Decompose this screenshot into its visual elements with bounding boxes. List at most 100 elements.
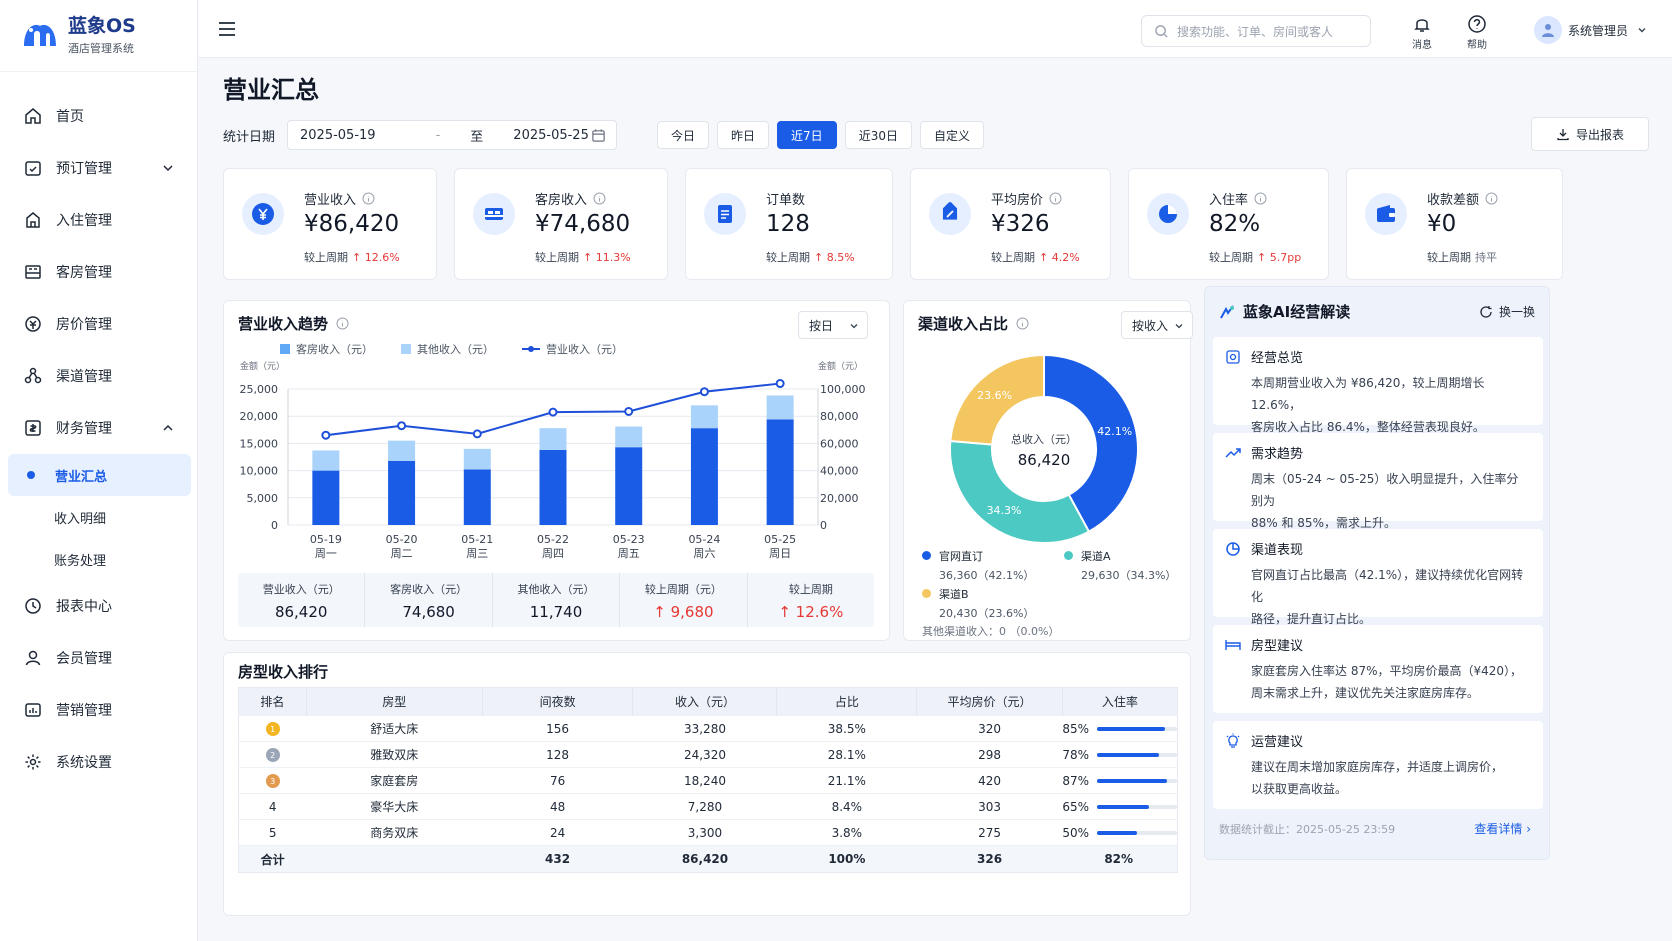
table-header-row: 排名 房型 间夜数 收入（元） 占比 平均房价（元） 入住率 — [238, 687, 1178, 716]
occupancy-value: 50% — [1062, 825, 1089, 840]
kpi-compare-label: 较上周期 — [991, 251, 1035, 264]
ai-section-channel: 渠道表现 官网直订占比最高（42.1%），建议持续优化官网转化 路径，提升直订占比… — [1213, 529, 1543, 626]
sidebar-subitem-accounting[interactable]: 账务处理 — [0, 538, 197, 580]
ai-section-line: 路径，提升直订占比。 — [1251, 612, 1372, 626]
table-row[interactable]: 1 舒适大床 156 33,280 38.5% 320 85% — [238, 715, 1178, 742]
y-tick-right: 20,000 — [820, 492, 859, 505]
sidebar-item-channels[interactable]: 渠道管理 — [0, 350, 197, 402]
table-row[interactable]: 4 豪华大床 48 7,280 8.4% 303 65% — [238, 793, 1178, 820]
bar-room-revenue — [690, 428, 718, 525]
yen-icon — [242, 193, 284, 235]
col-header-nights[interactable]: 间夜数 — [482, 687, 634, 716]
kpi-compare-value: ↑ 5.7pp — [1257, 251, 1302, 264]
sidebar-item-members[interactable]: 会员管理 — [0, 632, 197, 684]
info-icon[interactable] — [1485, 192, 1498, 205]
kpi-card-occupancy[interactable]: 入住率 82% 较上周期 ↑ 5.7pp — [1128, 168, 1329, 280]
legend-label: 官网直订 — [939, 550, 983, 563]
kpi-label: 客房收入 — [535, 193, 588, 208]
room-type-ranking-card: 房型收入排行 排名 房型 间夜数 收入（元） 占比 平均房价（元） 入住率 1 … — [223, 652, 1191, 916]
range-30days-button[interactable]: 近30日 — [844, 121, 912, 149]
cell-revenue: 24,320 — [632, 741, 777, 768]
info-icon[interactable] — [1049, 192, 1062, 205]
info-icon[interactable] — [1254, 192, 1267, 205]
cell-rank: 3 — [238, 767, 307, 794]
kpi-card-payment-diff[interactable]: 收款差额 ¥0 较上周期 持平 — [1346, 168, 1563, 280]
chevron-down-icon — [163, 165, 173, 172]
table-row[interactable]: 5 商务双床 24 3,300 3.8% 275 50% — [238, 819, 1178, 846]
x-tick-sublabel: 周一 — [315, 547, 337, 560]
sidebar-item-settings[interactable]: 系统设置 — [0, 736, 197, 788]
cell-room-type: 豪华大床 — [306, 793, 483, 820]
page-title: 营业汇总 — [223, 76, 319, 104]
sidebar-item-home[interactable]: 首页 — [0, 90, 197, 142]
notifications-button[interactable]: 消息 — [1402, 14, 1442, 51]
app-logo[interactable]: 蓝象OS 酒店管理系统 — [0, 0, 197, 72]
cell-share: 8.4% — [776, 793, 917, 820]
date-to-label: 至 — [470, 129, 484, 145]
summary-cell: 较上周期 ↑ 12.6% — [748, 573, 874, 627]
table-row[interactable]: 3 家庭套房 76 18,240 21.1% 420 87% — [238, 767, 1178, 794]
legend-item-channel-a[interactable]: 渠道A 29,630（34.3%） — [1064, 548, 1176, 583]
legend-item-official[interactable]: 官网直订 36,360（42.1%） — [922, 548, 1034, 583]
revenue-trend-card: 营业收入趋势 按日 客房收入（元） 其他收入（元） 营业收入（元） 金额（元）金… — [223, 300, 890, 641]
channel-metric-select[interactable]: 按收入 — [1121, 311, 1193, 339]
line-point — [548, 407, 558, 417]
user-menu[interactable]: 系统管理员 — [1534, 16, 1648, 44]
refresh-button[interactable]: 换一换 — [1479, 303, 1535, 320]
legend-label: 渠道A — [1081, 550, 1111, 563]
col-header-revenue[interactable]: 收入（元） — [632, 687, 778, 716]
member-icon — [25, 650, 41, 666]
help-button[interactable]: 帮助 — [1457, 14, 1497, 51]
sidebar-item-pricing[interactable]: 房价管理 — [0, 298, 197, 350]
sidebar-item-checkin[interactable]: 入住管理 — [0, 194, 197, 246]
search-input[interactable]: 搜索功能、订单、房间或客人 — [1141, 15, 1371, 47]
info-icon[interactable] — [362, 192, 375, 205]
info-icon[interactable] — [593, 192, 606, 205]
cell-nights: 128 — [482, 741, 633, 768]
col-header-occupancy[interactable]: 入住率 — [1062, 687, 1178, 716]
range-today-button[interactable]: 今日 — [657, 121, 710, 149]
kpi-card-room-revenue[interactable]: 客房收入 ¥74,680 较上周期 ↑ 11.3% — [454, 168, 668, 280]
date-separator: - — [435, 127, 441, 143]
table-row[interactable]: 2 雅致双床 128 24,320 28.1% 298 78% — [238, 741, 1178, 768]
y-tick-right: 0 — [820, 519, 827, 532]
export-report-button[interactable]: 导出报表 — [1531, 117, 1649, 151]
date-end: 2025-05-25 — [513, 127, 589, 143]
x-tick-sublabel: 周五 — [618, 547, 640, 560]
line-point — [699, 387, 709, 397]
date-range-picker[interactable]: 2025-05-19 - 至 2025-05-25 — [287, 120, 618, 150]
kpi-card-adr[interactable]: 平均房价 ¥326 较上周期 ↑ 4.2% — [910, 168, 1111, 280]
range-yesterday-button[interactable]: 昨日 — [717, 121, 770, 149]
line-point — [624, 406, 634, 416]
col-header-share[interactable]: 占比 — [776, 687, 918, 716]
legend-item-total[interactable]: 营业收入（元） — [522, 341, 623, 357]
sidebar-item-finance[interactable]: 财务管理 — [0, 402, 197, 454]
select-value: 按收入 — [1132, 318, 1169, 333]
sidebar-item-label: 首页 — [56, 109, 84, 125]
col-header-room-type[interactable]: 房型 — [306, 687, 483, 716]
view-details-link[interactable]: 查看详情 › — [1474, 822, 1531, 836]
granularity-select[interactable]: 按日 — [798, 311, 868, 339]
info-icon[interactable] — [1016, 317, 1029, 330]
kpi-card-revenue[interactable]: 营业收入 ¥86,420 较上周期 ↑ 12.6% — [223, 168, 437, 280]
sidebar-subitem-business-summary[interactable]: 营业汇总 — [8, 454, 191, 496]
cell-total-share: 100% — [776, 845, 917, 873]
sidebar-item-booking[interactable]: 预订管理 — [0, 142, 197, 194]
info-icon[interactable] — [336, 317, 349, 330]
y-tick-right: 80,000 — [820, 410, 859, 423]
range-custom-button[interactable]: 自定义 — [919, 121, 984, 149]
card-title: 营业收入趋势 — [238, 315, 329, 333]
legend-item-channel-b[interactable]: 渠道B 20,430（23.6%） — [922, 586, 1034, 621]
legend-item-room[interactable]: 客房收入（元） — [280, 341, 373, 357]
col-header-rank[interactable]: 排名 — [238, 687, 307, 716]
col-header-adr[interactable]: 平均房价（元） — [916, 687, 1063, 716]
kpi-card-orders[interactable]: 订单数 128 较上周期 ↑ 8.5% — [685, 168, 893, 280]
bar-room-revenue — [539, 449, 567, 525]
menu-toggle-icon[interactable] — [217, 20, 237, 38]
range-7days-button[interactable]: 近7日 — [777, 121, 837, 149]
sidebar-item-reports[interactable]: 报表中心 — [0, 580, 197, 632]
sidebar-item-marketing[interactable]: 营销管理 — [0, 684, 197, 736]
legend-item-other[interactable]: 其他收入（元） — [401, 341, 494, 357]
sidebar-subitem-income-detail[interactable]: 收入明细 — [0, 496, 197, 538]
sidebar-item-rooms[interactable]: 客房管理 — [0, 246, 197, 298]
